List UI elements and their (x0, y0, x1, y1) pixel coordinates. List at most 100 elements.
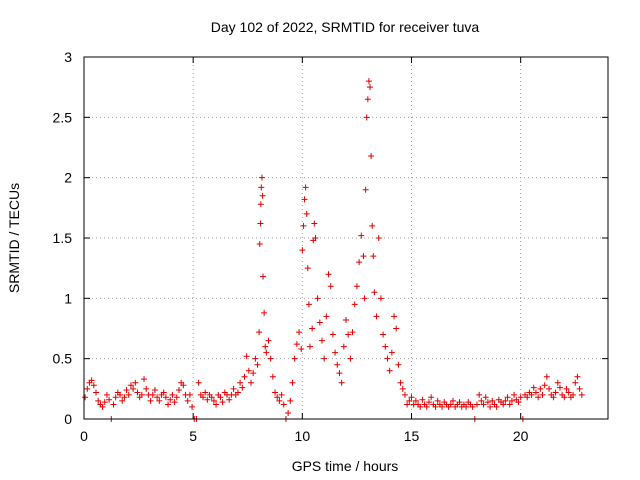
data-point (364, 96, 371, 103)
data-point (184, 397, 191, 404)
data-point (106, 396, 113, 403)
data-point (511, 391, 518, 398)
data-point (373, 313, 380, 320)
data-point (261, 309, 268, 316)
data-point (321, 355, 328, 362)
data-point (93, 389, 100, 396)
data-point (248, 379, 255, 386)
data-point (165, 401, 172, 408)
data-point (353, 283, 360, 290)
data-point (554, 379, 561, 386)
data-point (362, 186, 369, 193)
data-point (487, 403, 494, 410)
data-point (230, 385, 237, 392)
data-point (103, 391, 110, 398)
data-point (345, 331, 352, 338)
data-point (259, 192, 266, 199)
data-point (434, 397, 441, 404)
data-point (489, 397, 496, 404)
data-point (95, 397, 102, 404)
data-point (154, 394, 161, 401)
data-point (563, 385, 570, 392)
data-point (338, 379, 345, 386)
data-point (263, 349, 270, 356)
data-point (257, 201, 264, 208)
data-point (384, 355, 391, 362)
data-point (252, 355, 259, 362)
data-point (469, 403, 476, 410)
data-point (303, 210, 310, 217)
data-point (180, 382, 187, 389)
data-point (162, 394, 169, 401)
data-point (257, 220, 264, 227)
data-point (195, 379, 202, 386)
data-point (210, 397, 217, 404)
data-point (285, 409, 292, 416)
data-point (360, 253, 367, 260)
data-point (134, 389, 141, 396)
data-point (260, 273, 267, 280)
data-point (169, 391, 176, 398)
axis-ticks (83, 56, 608, 420)
data-point (254, 361, 261, 368)
data-point (327, 283, 334, 290)
data-point (245, 367, 252, 374)
data-point (101, 399, 108, 406)
data-point (347, 355, 354, 362)
data-point (237, 379, 244, 386)
data-point (552, 389, 559, 396)
data-point (289, 379, 296, 386)
data-point (241, 373, 248, 380)
data-point (395, 361, 402, 368)
data-point (90, 382, 97, 389)
data-point (517, 394, 524, 401)
x-axis-label: GPS time / hours (292, 458, 399, 474)
y-axis-label: SRMTID / TECUs (6, 183, 22, 293)
x-tick-label: 20 (513, 428, 529, 444)
data-point (377, 295, 384, 302)
data-point (371, 289, 378, 296)
data-point (423, 403, 430, 410)
x-axis-tick-labels: 0 5 10 15 20 (80, 428, 529, 444)
data-point (463, 403, 470, 410)
data-point (493, 403, 500, 410)
data-point (304, 265, 311, 272)
data-point (406, 397, 413, 404)
data-point (508, 397, 515, 404)
data-point (515, 399, 522, 406)
data-point (278, 391, 285, 398)
data-point (543, 373, 550, 380)
data-point (412, 397, 419, 404)
chart-title: Day 102 of 2022, SRMTID for receiver tuv… (211, 19, 480, 35)
y-tick-label: 1.5 (53, 230, 73, 246)
data-point (574, 373, 581, 380)
data-point (123, 387, 130, 394)
data-point (141, 376, 148, 383)
data-point (226, 396, 233, 403)
data-point (138, 391, 145, 398)
data-point (125, 391, 132, 398)
data-point (343, 317, 349, 324)
grid (84, 57, 608, 419)
data-point (556, 384, 563, 391)
data-point (449, 397, 456, 404)
x-tick-label: 15 (404, 428, 420, 444)
y-tick-label: 1 (64, 290, 72, 306)
data-point (312, 235, 319, 241)
data-point (147, 397, 154, 404)
data-point (351, 301, 358, 308)
data-point (419, 396, 426, 403)
data-point (404, 401, 411, 408)
data-point (175, 387, 182, 394)
data-point (380, 331, 387, 338)
data-point (417, 403, 424, 410)
x-tick-label: 10 (295, 428, 311, 444)
data-point (189, 403, 196, 410)
data-point (132, 379, 139, 386)
data-point (298, 346, 305, 353)
data-point (151, 387, 158, 394)
data-point (349, 329, 356, 336)
data-point (504, 394, 511, 401)
data-point (84, 385, 91, 392)
plot-area-border (83, 56, 609, 420)
